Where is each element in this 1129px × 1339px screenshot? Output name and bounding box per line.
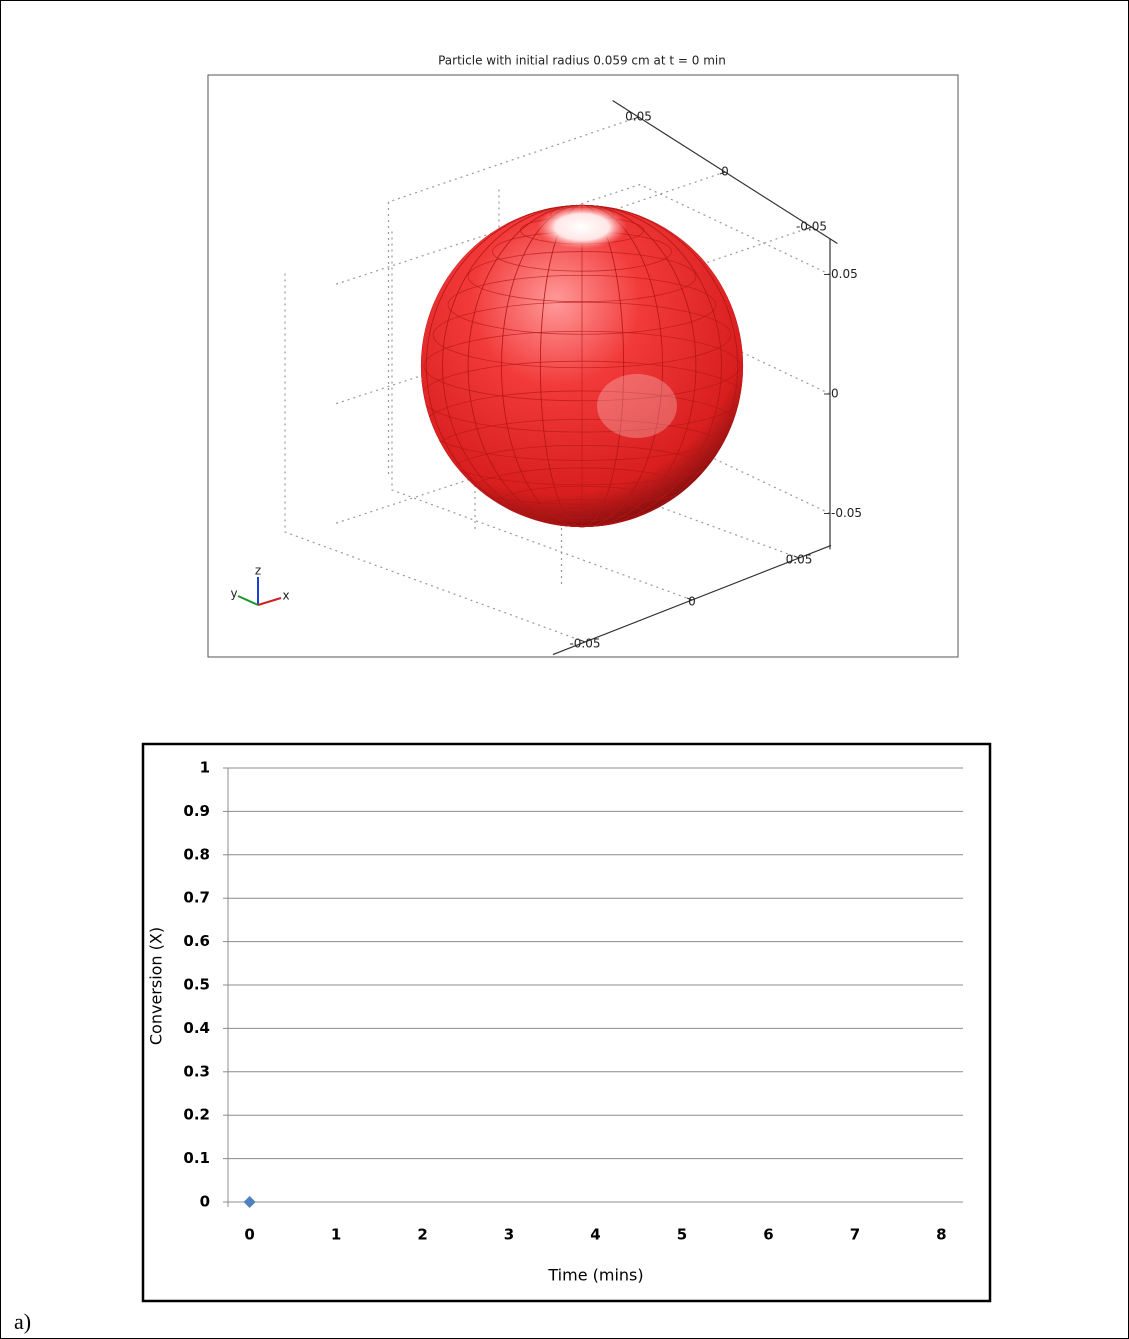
caption: a) <box>14 1309 31 1334</box>
meridian-line <box>442 204 722 528</box>
z-tick-label: -0.05 <box>831 506 862 520</box>
y-tick-label: -0.05 <box>796 220 827 234</box>
latitude-line <box>423 330 741 402</box>
pole-highlight <box>537 204 627 249</box>
y-tick-label: 0.4 <box>183 1019 210 1037</box>
grid-line <box>334 183 831 286</box>
x-tick-label: 1 <box>331 1226 341 1244</box>
x-tick-label: 4 <box>590 1226 600 1244</box>
y-axis-title: Conversion (X) <box>147 927 166 1045</box>
z-tick-label: 0.05 <box>831 267 858 281</box>
y-tick-label: 0.8 <box>183 845 210 863</box>
latitude-line <box>447 274 717 335</box>
x-tick-label: 2 <box>417 1226 427 1244</box>
triad-label: y <box>230 587 237 601</box>
latitude-line <box>432 301 732 369</box>
x-tick-label: 7 <box>850 1226 860 1244</box>
x-tick-label: 8 <box>936 1226 946 1244</box>
y-tick-label: 0.9 <box>183 802 210 820</box>
meridian-line <box>501 204 663 528</box>
y-tick-label: 0.7 <box>183 889 210 907</box>
triad-y <box>237 595 259 606</box>
tick-mark <box>633 116 639 120</box>
x-tick-label: 5 <box>677 1226 687 1244</box>
tick-mark <box>806 226 812 230</box>
latitude-line <box>420 360 744 433</box>
x-tick-label: 6 <box>763 1226 773 1244</box>
x-tick-label: 3 <box>504 1226 514 1244</box>
meridian-line <box>426 204 738 528</box>
z-tick-label: 0 <box>831 387 839 401</box>
tick-mark <box>579 639 586 643</box>
x-tick-label: 0 <box>244 1226 254 1244</box>
y-tick-label: 0.1 <box>183 1149 210 1167</box>
y-tick-label: 0.05 <box>625 110 652 124</box>
x-axis-title: Time (mins) <box>547 1266 643 1285</box>
y-tick-label: 0 <box>200 1193 210 1211</box>
grid-line <box>391 230 693 601</box>
tick-mark <box>793 555 800 559</box>
y-tick-label: 0.3 <box>183 1062 210 1080</box>
chart-title: Particle with initial radius 0.059 cm at… <box>438 54 726 68</box>
plot-3d: -0.05 0 0.05 -0.05 0 0.05 -0.05 0 0.05 z x y <box>230 99 862 656</box>
y-tick-label: 0.2 <box>183 1106 210 1124</box>
triad-label: z <box>255 564 261 578</box>
grid-line <box>387 116 639 477</box>
plot-2d: 0 0.1 0.2 0.3 0.4 0.5 0.6 0.7 0.8 0.9 1 0 1 2 3 4 5 6 7 8 <box>183 759 963 1244</box>
tick-mark <box>719 171 726 175</box>
meridian-line <box>467 204 697 528</box>
sphere <box>420 204 744 528</box>
x-tick-label: 0.05 <box>786 553 813 567</box>
x-tick-label: -0.05 <box>569 637 600 651</box>
x-tick-label: 0 <box>688 595 696 609</box>
triad-x <box>257 597 282 606</box>
y-tick-label: 0 <box>721 165 729 179</box>
tick-mark <box>686 597 693 601</box>
highlight <box>597 374 677 438</box>
y-tick-label: 0.5 <box>183 976 210 994</box>
grid-line <box>284 272 586 643</box>
chart-frame <box>141 742 992 1303</box>
y-tick-label: 1 <box>200 759 210 777</box>
data-point <box>243 1196 256 1208</box>
latitude-line <box>467 251 697 303</box>
meridian-line <box>539 204 625 528</box>
y-tick-label: 0.6 <box>183 932 210 950</box>
triad-label: x <box>282 589 289 603</box>
